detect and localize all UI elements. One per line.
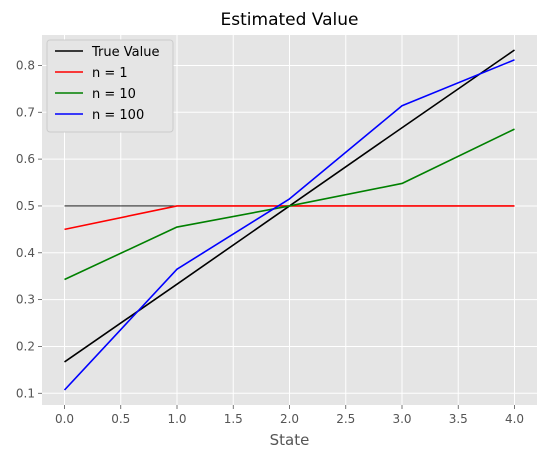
y-tick-label: 0.7 — [16, 105, 35, 119]
x-tick-label: 2.0 — [280, 412, 299, 426]
legend: True Value n = 1 n = 10 n = 100 — [47, 40, 173, 132]
y-tick-label: 0.8 — [16, 58, 35, 72]
y-tick-label: 0.5 — [16, 199, 35, 213]
y-ticks: 0.1 0.2 0.3 0.4 0.5 0.6 0.7 0.8 — [16, 58, 42, 400]
x-tick-label: 3.5 — [449, 412, 468, 426]
y-tick-label: 0.4 — [16, 246, 35, 260]
legend-label: n = 100 — [92, 108, 144, 123]
x-tick-label: 0.0 — [55, 412, 74, 426]
x-ticks: 0.0 0.5 1.0 1.5 2.0 2.5 3.0 3.5 4.0 — [55, 405, 524, 426]
legend-label: n = 1 — [92, 66, 128, 81]
y-tick-label: 0.6 — [16, 152, 35, 166]
x-tick-label: 2.5 — [336, 412, 355, 426]
legend-label: True Value — [91, 45, 159, 60]
x-axis-label: State — [270, 431, 310, 449]
y-tick-label: 0.1 — [16, 386, 35, 400]
x-tick-label: 1.5 — [224, 412, 243, 426]
x-tick-label: 0.5 — [111, 412, 130, 426]
legend-label: n = 10 — [92, 87, 136, 102]
x-tick-label: 3.0 — [392, 412, 411, 426]
x-tick-label: 4.0 — [505, 412, 524, 426]
x-tick-label: 1.0 — [167, 412, 186, 426]
y-tick-label: 0.2 — [16, 339, 35, 353]
y-tick-label: 0.3 — [16, 293, 35, 307]
chart-title: Estimated Value — [221, 10, 359, 30]
